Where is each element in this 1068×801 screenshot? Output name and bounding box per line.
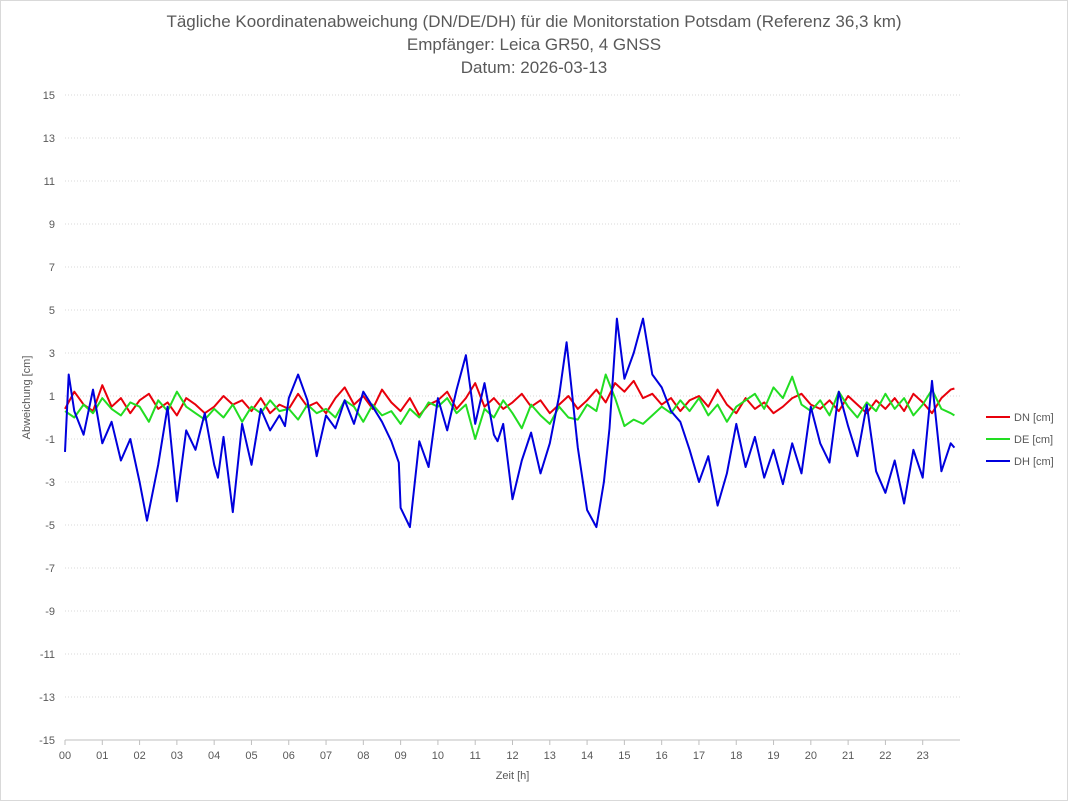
x-tick-label: 19: [767, 750, 779, 762]
y-tick-label: 15: [43, 90, 55, 102]
grid: [65, 94, 960, 698]
x-tick-label: 09: [395, 750, 407, 762]
chart-title-line-1: Tägliche Koordinatenabweichung (DN/DE/DH…: [166, 12, 902, 31]
chart-title-line-3: Datum: 2026-03-13: [460, 58, 608, 77]
chart-title-line-2: Empfänger: Leica GR50, 4 GNSS: [406, 35, 662, 54]
x-tick-label: 10: [432, 750, 444, 762]
x-tick-label: 02: [133, 750, 145, 762]
series-line-dn: [64, 379, 955, 417]
x-tick-label: 14: [581, 750, 593, 762]
y-tick-label: -13: [39, 692, 55, 704]
y-tick-label: -11: [40, 649, 55, 661]
x-axis-ticks: 00 01 02 03 04 05 06 07 08 09 10 11 12 13 14 15 16 17 18 19…: [59, 740, 929, 762]
x-tick-label: 15: [618, 750, 630, 762]
x-tick-label: 08: [357, 750, 369, 762]
x-tick-label: 13: [544, 750, 556, 762]
legend-label: DN [cm]: [1014, 412, 1054, 424]
x-tick-label: 17: [693, 750, 705, 762]
y-tick-label: -7: [45, 563, 55, 575]
legend-label: DE [cm]: [1014, 434, 1053, 446]
x-tick-label: 16: [656, 750, 668, 762]
x-tick-label: 00: [59, 750, 71, 762]
x-tick-label: 12: [506, 750, 518, 762]
x-tick-label: 01: [96, 750, 108, 762]
y-tick-label: -3: [45, 477, 55, 489]
x-tick-label: 07: [320, 750, 332, 762]
y-tick-label: 13: [43, 133, 55, 145]
x-tick-label: 21: [842, 750, 854, 762]
x-tick-label: 06: [283, 750, 295, 762]
x-tick-label: 03: [171, 750, 183, 762]
y-tick-label: -9: [45, 606, 55, 618]
y-axis-label: Abweichung [cm]: [21, 356, 33, 440]
y-tick-label: -1: [45, 434, 55, 446]
y-axis-ticks: 15 13 11 9 7 5 3 1 -1 -3 -5 -7 -9 -11 -13 -15: [39, 90, 55, 747]
x-tick-label: 11: [469, 750, 480, 762]
y-tick-label: 5: [49, 305, 55, 317]
y-tick-label: -15: [39, 735, 55, 747]
y-tick-label: 9: [49, 219, 55, 231]
y-tick-label: -5: [45, 520, 55, 532]
legend-label: DH [cm]: [1014, 456, 1054, 468]
legend: DN [cm] DE [cm] DH [cm]: [986, 412, 1054, 468]
x-tick-label: 22: [879, 750, 891, 762]
y-tick-label: 1: [49, 391, 55, 403]
x-tick-label: 05: [245, 750, 257, 762]
x-tick-label: 18: [730, 750, 742, 762]
series-line-dh: [64, 317, 956, 529]
x-axis-label: Zeit [h]: [496, 770, 530, 782]
x-tick-label: 04: [208, 750, 220, 762]
x-tick-label: 23: [917, 750, 929, 762]
x-tick-label: 20: [805, 750, 817, 762]
series-lines: [64, 317, 956, 529]
y-tick-label: 11: [44, 176, 55, 188]
y-tick-label: 7: [49, 262, 55, 274]
y-tick-label: 3: [49, 348, 55, 360]
